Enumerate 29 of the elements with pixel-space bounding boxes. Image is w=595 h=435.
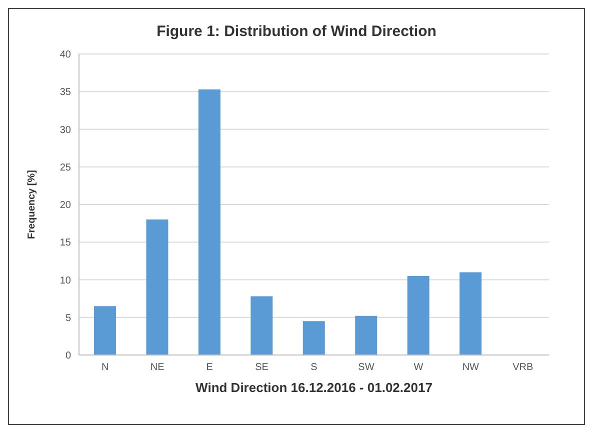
y-tick-label: 25 xyxy=(60,162,72,174)
x-tick-label: N xyxy=(101,362,109,374)
y-axis-title: Frequency [%] xyxy=(26,170,38,239)
x-tick-label: S xyxy=(310,362,318,374)
y-tick-label: 0 xyxy=(65,350,72,362)
bar xyxy=(460,272,482,355)
x-tick-label: E xyxy=(206,362,214,374)
bar xyxy=(146,220,168,355)
y-tick-label: 30 xyxy=(60,124,72,136)
bar xyxy=(355,316,378,355)
x-tick-label: SW xyxy=(358,362,375,374)
x-axis-title: Wind Direction 16.12.2016 - 01.02.2017 xyxy=(196,380,432,395)
bar xyxy=(198,89,220,355)
y-tick-label: 20 xyxy=(60,200,72,212)
y-tick-label: 5 xyxy=(65,312,72,324)
bar xyxy=(407,276,430,355)
x-tick-label: NE xyxy=(150,362,165,374)
bar xyxy=(250,296,273,355)
bar xyxy=(302,321,325,355)
chart-title: Figure 1: Distribution of Wind Direction xyxy=(156,23,438,40)
x-tick-label: SE xyxy=(255,362,269,374)
x-tick-label: NW xyxy=(462,362,480,374)
y-tick-label: 35 xyxy=(60,87,72,98)
bar xyxy=(94,306,116,355)
x-tick-label: W xyxy=(414,362,424,374)
y-tick-label: 15 xyxy=(60,238,72,249)
y-tick-label: 10 xyxy=(60,275,72,286)
x-tick-label: VRB xyxy=(512,362,534,374)
y-tick-label: 40 xyxy=(60,50,72,61)
